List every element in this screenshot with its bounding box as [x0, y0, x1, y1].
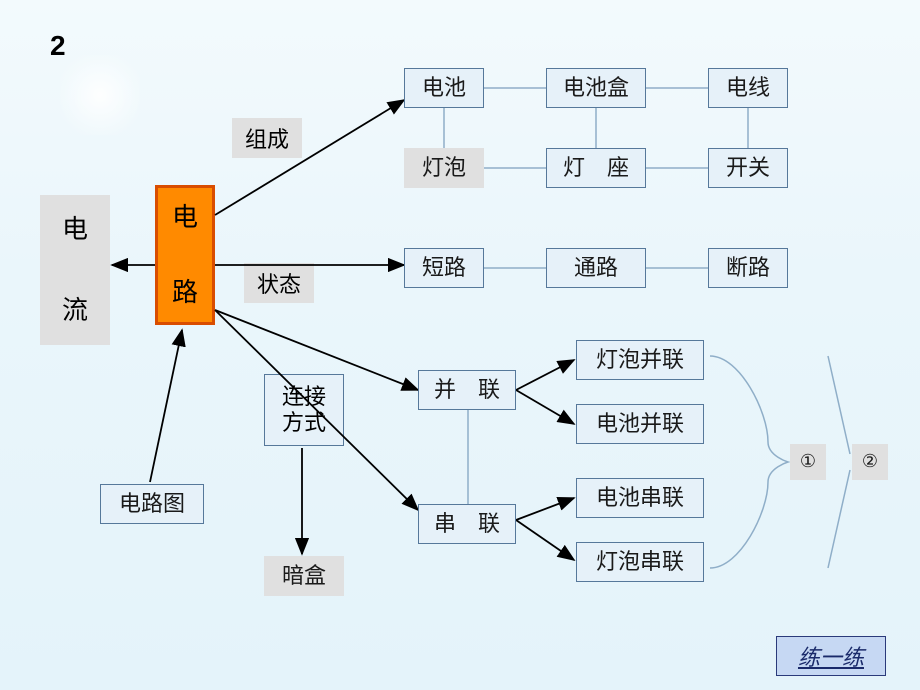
- node-num2: ②: [852, 444, 888, 480]
- node-dpbl: 灯泡并联: [576, 340, 704, 380]
- label-connection-mode: 连接 方式: [264, 374, 344, 446]
- node-anhe: 暗盒: [264, 556, 344, 596]
- node-dianxian: 电线: [708, 68, 788, 108]
- background-halo: [60, 55, 140, 135]
- node-num1: ①: [790, 444, 826, 480]
- node-dengpao: 灯泡: [404, 148, 484, 188]
- node-circuit-root: 电路: [155, 185, 215, 325]
- node-current: 电流: [40, 195, 110, 345]
- node-binglian: 并 联: [418, 370, 516, 410]
- node-tonglu: 通路: [546, 248, 646, 288]
- node-dengzuo: 灯 座: [546, 148, 646, 188]
- left-bot: 流: [62, 295, 88, 326]
- label-composition: 组成: [232, 118, 302, 158]
- node-duanlu: 短路: [404, 248, 484, 288]
- node-dianlutu: 电路图: [100, 484, 204, 524]
- root-top: 电: [172, 202, 198, 233]
- node-chuanlian: 串 联: [418, 504, 516, 544]
- node-disconnlu: 断路: [708, 248, 788, 288]
- node-dpcl: 灯泡串联: [576, 542, 704, 582]
- node-dianchihe: 电池盒: [546, 68, 646, 108]
- node-dianchi: 电池: [404, 68, 484, 108]
- label-state: 状态: [244, 263, 314, 303]
- node-kaiguan: 开关: [708, 148, 788, 188]
- practice-button[interactable]: 练一练: [776, 636, 886, 676]
- node-dccl: 电池串联: [576, 478, 704, 518]
- page-number: 2: [50, 30, 66, 62]
- node-dcbl: 电池并联: [576, 404, 704, 444]
- left-top: 电: [62, 214, 88, 245]
- root-bot: 路: [172, 277, 198, 308]
